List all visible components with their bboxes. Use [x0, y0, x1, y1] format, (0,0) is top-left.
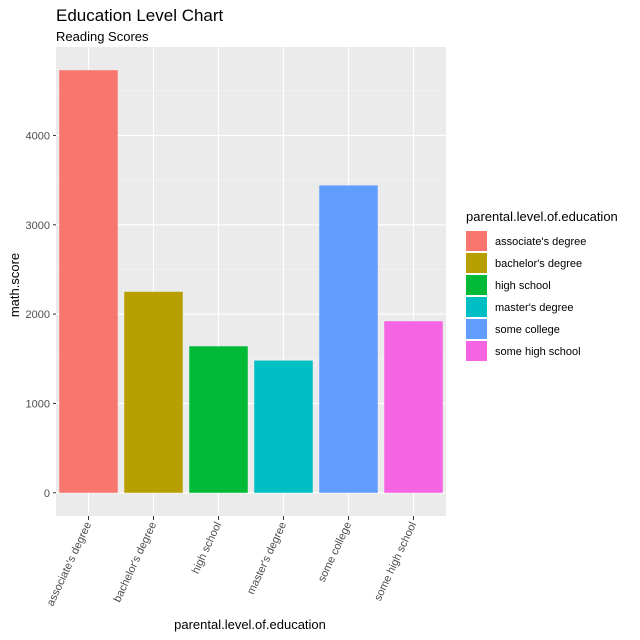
legend-key	[466, 275, 487, 295]
legend-label: some high school	[495, 346, 581, 358]
y-tick-label: 1000	[26, 398, 50, 410]
x-axis-title: parental.level.of.education	[174, 617, 326, 632]
legend-label: bachelor's degree	[495, 258, 582, 270]
chart-subtitle: Reading Scores	[56, 29, 149, 44]
legend-key	[466, 253, 487, 273]
y-axis: 0 1000 2000 3000 4000	[26, 130, 56, 500]
x-tick-label: master's degree	[245, 520, 289, 596]
x-tick-label: bachelor's degree	[112, 520, 160, 604]
legend: parental.level.of.education associate's …	[466, 209, 618, 361]
y-tick-label: 0	[44, 488, 50, 500]
legend-key	[466, 297, 487, 317]
bar	[124, 291, 183, 493]
bar	[384, 321, 443, 493]
legend-label: some college	[495, 324, 560, 336]
legend-label: high school	[495, 280, 551, 292]
bar	[189, 346, 248, 493]
legend-key	[466, 319, 487, 339]
legend-title: parental.level.of.education	[466, 209, 618, 224]
legend-key	[466, 231, 487, 251]
bar	[319, 185, 378, 493]
y-tick-label: 4000	[26, 130, 50, 142]
x-tick-label: some high school	[372, 520, 419, 603]
x-axis: associate's degree bachelor's degree high …	[45, 516, 419, 608]
chart-title: Education Level Chart	[56, 6, 224, 25]
legend-key	[466, 341, 487, 361]
bar	[59, 70, 118, 493]
x-tick-label: some college	[316, 520, 354, 584]
y-tick-label: 2000	[26, 309, 50, 321]
legend-label: master's degree	[495, 302, 574, 314]
x-tick-label: high school	[190, 520, 224, 576]
plot-panel	[56, 47, 446, 516]
bars	[59, 70, 443, 493]
bar	[254, 360, 313, 493]
x-tick-label: associate's degree	[45, 520, 94, 608]
minor-gridlines	[56, 90, 446, 449]
legend-label: associate's degree	[495, 236, 586, 248]
y-axis-title: math.score	[7, 253, 22, 317]
y-tick-label: 3000	[26, 220, 50, 232]
